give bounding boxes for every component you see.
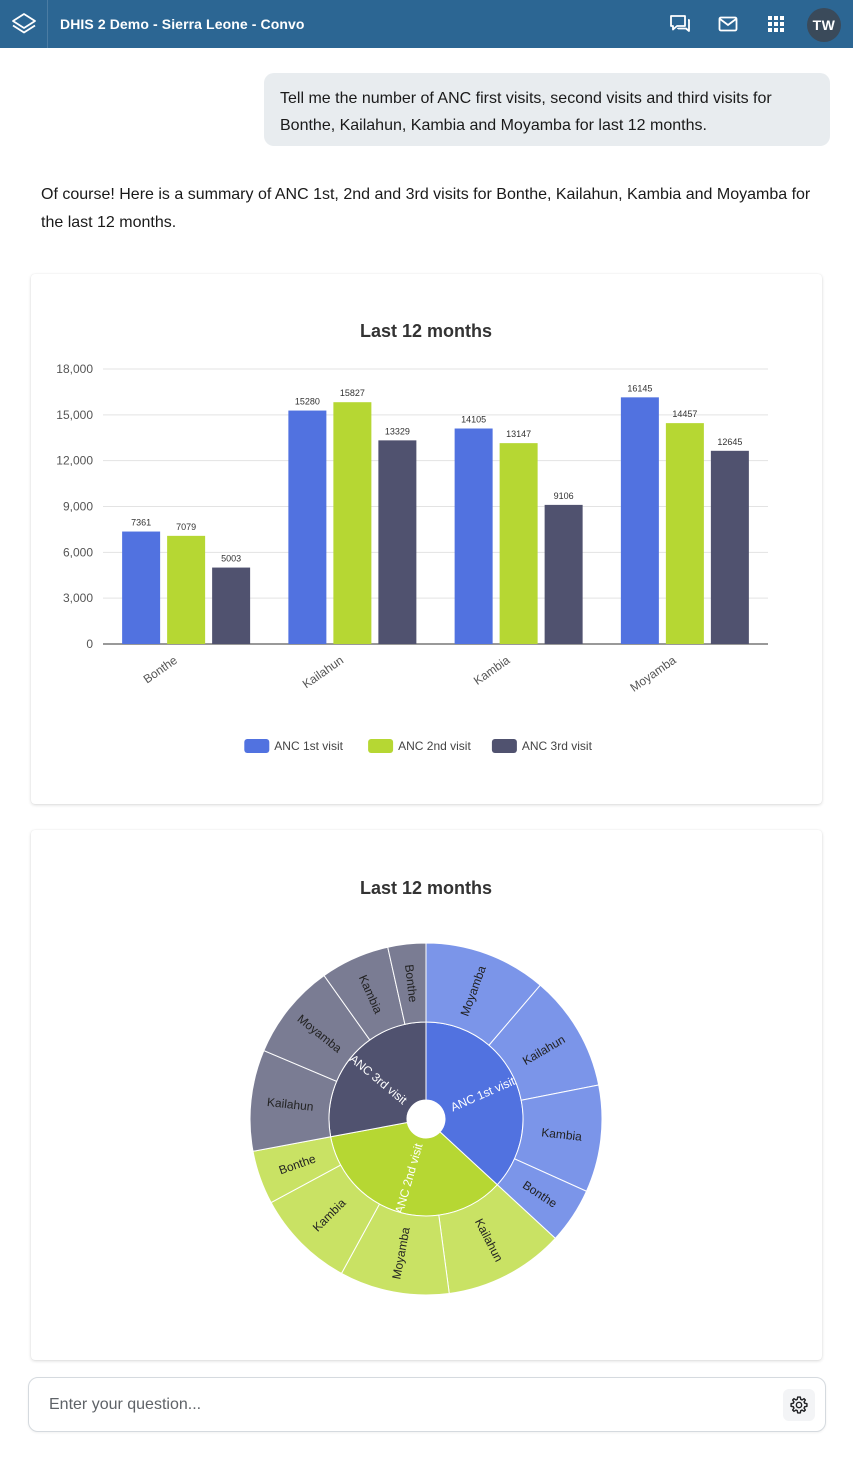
bar-value-label: 12645 <box>717 437 742 447</box>
sunburst-center-hole <box>407 1100 445 1138</box>
user-avatar[interactable]: TW <box>807 8 841 42</box>
bar-value-label: 15280 <box>295 397 320 407</box>
legend-swatch[interactable] <box>244 739 270 753</box>
bar-value-label: 13329 <box>385 426 410 436</box>
bar-kambia-3[interactable] <box>544 504 583 644</box>
bar-value-label: 9106 <box>554 491 574 501</box>
legend-label[interactable]: ANC 2nd visit <box>398 739 471 753</box>
x-tick-label: Bonthe <box>141 653 180 686</box>
bar-kailahun-2[interactable] <box>333 402 372 644</box>
bar-value-label: 5003 <box>221 554 241 564</box>
legend-swatch[interactable] <box>368 739 394 753</box>
bar-bonthe-1[interactable] <box>122 531 161 644</box>
app-title: DHIS 2 Demo - Sierra Leone - Convo <box>60 16 305 32</box>
y-tick-label: 18,000 <box>56 362 93 376</box>
question-input-box <box>28 1377 826 1432</box>
bar-value-label: 16145 <box>627 383 652 393</box>
sunburst-chart-card: Last 12 months ANC 1st visit ANC 2nd visit… <box>31 830 822 1360</box>
email-icon[interactable] <box>716 12 740 36</box>
settings-button[interactable] <box>783 1389 815 1421</box>
y-tick-label: 3,000 <box>63 591 93 605</box>
bar-bonthe-3[interactable] <box>212 567 251 644</box>
legend-swatch[interactable] <box>491 739 517 753</box>
bar-kailahun-1[interactable] <box>288 410 327 644</box>
messages-icon[interactable] <box>668 12 692 36</box>
assistant-message: Of course! Here is a summary of ANC 1st,… <box>41 186 811 231</box>
x-tick-label: Moyamba <box>627 653 678 695</box>
y-tick-label: 9,000 <box>63 500 93 514</box>
y-tick-label: 6,000 <box>63 545 93 559</box>
bar-moyamba-2[interactable] <box>665 423 704 644</box>
bar-kambia-2[interactable] <box>499 443 538 644</box>
bar-value-label: 14457 <box>672 409 697 419</box>
legend-label[interactable]: ANC 3rd visit <box>522 739 593 753</box>
bar-value-label: 7079 <box>176 522 196 532</box>
bar-moyamba-3[interactable] <box>710 450 749 644</box>
user-message: Tell me the number of ANC first visits, … <box>264 73 830 146</box>
bar-kambia-1[interactable] <box>454 428 493 644</box>
bar-value-label: 15827 <box>340 388 365 398</box>
dhis2-logo-icon[interactable] <box>0 0 48 48</box>
gear-icon <box>790 1396 808 1414</box>
bar-kailahun-3[interactable] <box>378 440 417 644</box>
sunburst-outer-segment[interactable] <box>387 942 427 1025</box>
bar-moyamba-1[interactable] <box>620 397 659 644</box>
bar-value-label: 13147 <box>506 429 531 439</box>
bar-value-label: 14105 <box>461 415 486 425</box>
legend-label[interactable]: ANC 1st visit <box>274 739 343 753</box>
top-bar: DHIS 2 Demo - Sierra Leone - Convo TW <box>0 0 853 48</box>
apps-grid-icon[interactable] <box>764 12 788 36</box>
bar-chart-title: Last 12 months <box>360 321 492 341</box>
y-tick-label: 15,000 <box>56 408 93 422</box>
bar-value-label: 7361 <box>131 518 151 528</box>
y-tick-label: 12,000 <box>56 454 93 468</box>
x-tick-label: Kailahun <box>300 653 346 691</box>
sunburst-title: Last 12 months <box>360 878 492 898</box>
bar-bonthe-2[interactable] <box>167 535 206 644</box>
bar-chart-card: Last 12 months 0 3,000 6,000 9,000 12,000 15,0… <box>31 274 822 804</box>
question-input[interactable] <box>30 1379 770 1430</box>
y-tick-label: 0 <box>86 637 93 651</box>
sunburst-outer-label: Kailahun <box>266 1095 314 1114</box>
sunburst-outer-label: Kambia <box>541 1125 583 1144</box>
sunburst-outer-label: Bonthe <box>402 964 420 1004</box>
bar-chart-legend: ANC 1st visit ANC 2nd visit ANC 3rd visit <box>244 739 593 753</box>
bar-chart: Last 12 months 0 3,000 6,000 9,000 12,000 15,0… <box>56 321 768 753</box>
x-tick-label: Kambia <box>471 653 513 688</box>
